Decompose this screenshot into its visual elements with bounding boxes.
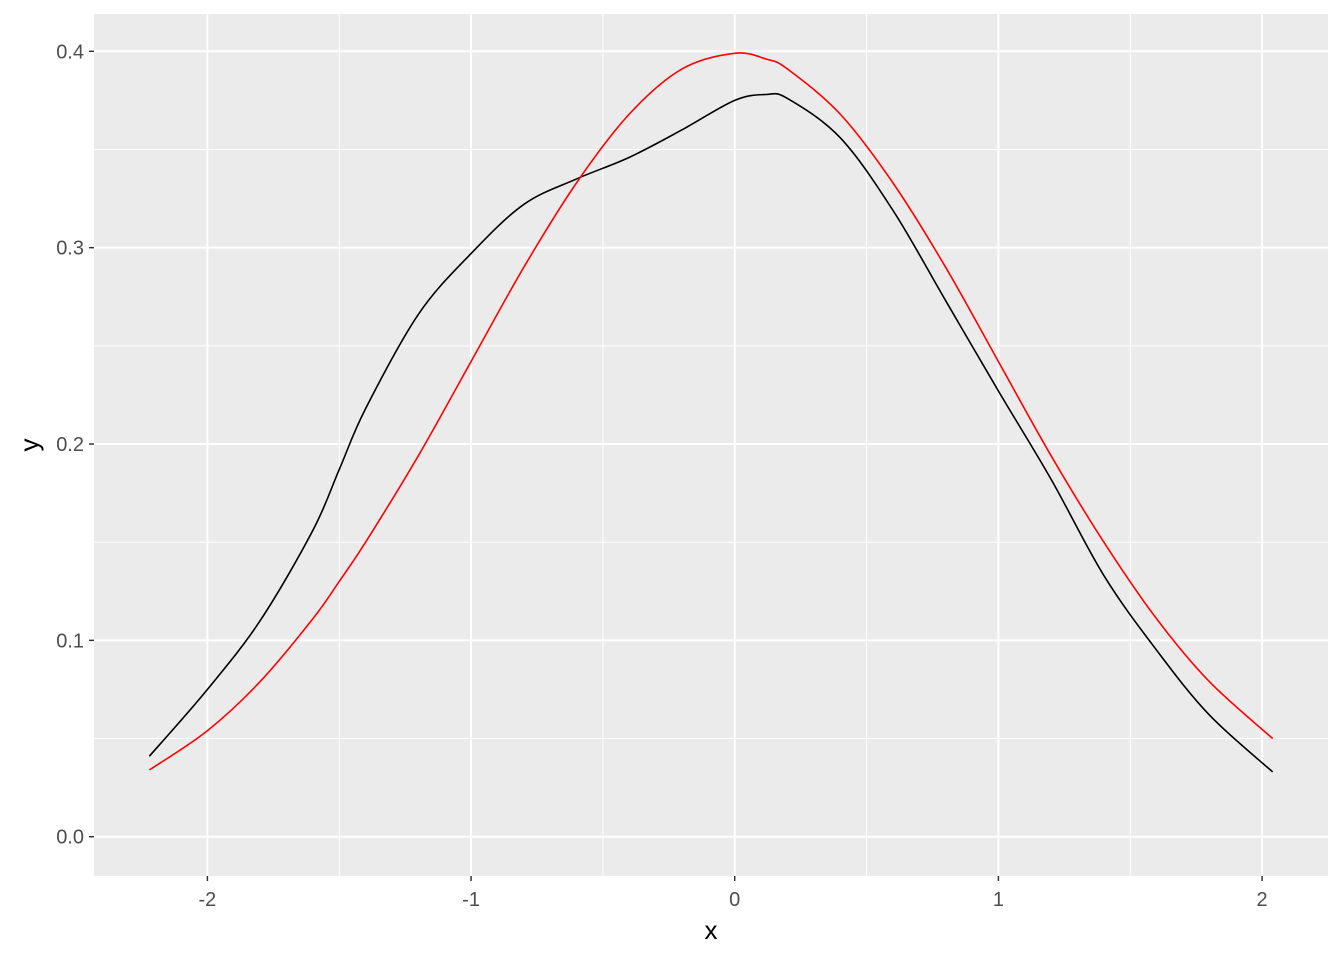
y-axis-ticks: 0.0 0.1 0.2 0.3 0.4 <box>56 41 94 849</box>
red-density-line <box>148 52 1274 771</box>
x-tick-label: 0 <box>729 889 740 911</box>
x-tick-label: -2 <box>198 889 216 911</box>
y-tick-label: 0.4 <box>56 41 84 63</box>
x-tick-label: 2 <box>1257 889 1268 911</box>
x-axis-title: x <box>705 915 718 945</box>
y-tick-label: 0.2 <box>56 434 84 456</box>
y-tick-label: 0.1 <box>56 630 84 652</box>
y-tick-label: 0.3 <box>56 238 84 260</box>
y-tick-label: 0.0 <box>56 827 84 849</box>
x-axis-ticks: -2 -1 0 1 2 <box>198 876 1268 911</box>
x-tick-label: 1 <box>993 889 1004 911</box>
series-lines <box>148 52 1274 773</box>
y-axis-title: y <box>14 439 44 452</box>
black-density-line <box>148 92 1274 773</box>
x-tick-label: -1 <box>462 889 480 911</box>
gridlines <box>94 14 1328 876</box>
